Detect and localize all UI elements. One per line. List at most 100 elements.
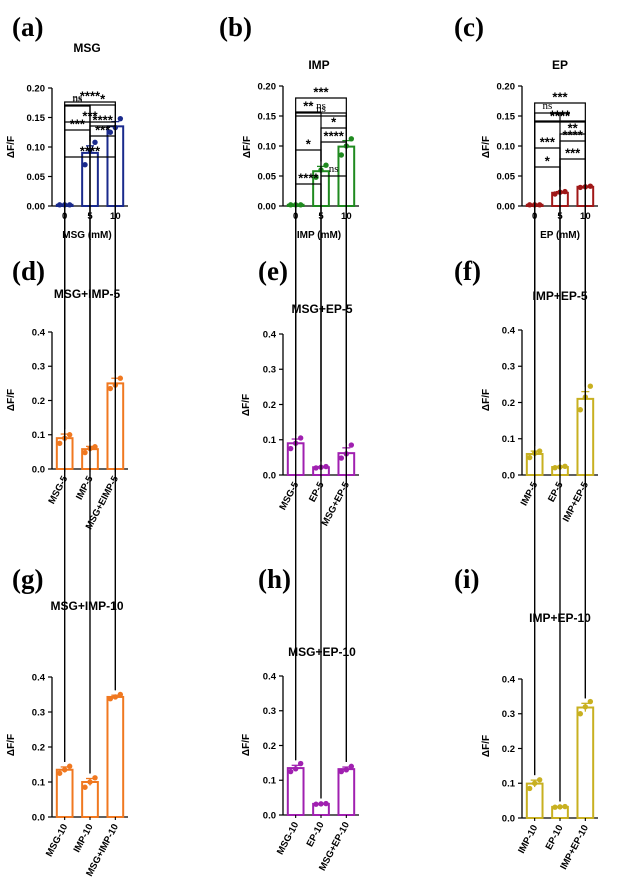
data-point xyxy=(107,385,114,392)
panel-d: (d) MSG+IMP-5 0.0 0.1 0.2 0.3 0.4 ΔF/F MSG-5 IMP-… xyxy=(6,93,128,531)
y-tick-label: 0.0 xyxy=(502,470,515,481)
y-tick-label: 0.20 xyxy=(258,81,277,92)
y-axis-title: ΔF/F xyxy=(241,394,252,416)
data-point xyxy=(587,183,594,189)
x-tick-label: MSG-5 xyxy=(46,474,70,506)
data-point xyxy=(313,174,319,180)
data-point xyxy=(552,465,558,471)
significance-label: ** xyxy=(568,121,579,136)
bar-MSG-10 xyxy=(55,768,74,818)
panel-title: MSG xyxy=(73,41,100,55)
data-point xyxy=(107,129,114,135)
data-point xyxy=(287,768,294,775)
y-tick-label: 0.2 xyxy=(502,398,515,409)
data-point xyxy=(82,449,88,456)
y-tick-label: 0.05 xyxy=(27,172,46,183)
x-tick-label: IMP-5 xyxy=(74,474,96,502)
data-point xyxy=(112,694,119,700)
data-point xyxy=(562,803,568,810)
y-axis-title: ΔF/F xyxy=(242,136,253,158)
significance-bracket xyxy=(295,111,322,200)
significance-label: **** xyxy=(550,108,571,123)
y-tick-label: 0.0 xyxy=(32,464,45,475)
y-tick-label: 0.0 xyxy=(263,810,276,821)
y-tick-label: 0.4 xyxy=(263,671,277,682)
significance-bracket xyxy=(534,166,561,802)
panel-title: MSG+EP-5 xyxy=(291,302,352,316)
data-point xyxy=(348,136,355,142)
y-tick-label: 0.3 xyxy=(32,707,45,718)
y-tick-label: 0.0 xyxy=(502,813,515,824)
data-point xyxy=(313,465,319,471)
x-tick-label: IMP-10 xyxy=(72,822,96,854)
y-tick-label: 0.4 xyxy=(263,329,277,340)
y-tick-label: 0.2 xyxy=(263,400,276,411)
y-tick-label: 0.10 xyxy=(258,141,277,152)
y-tick-label: 0.2 xyxy=(263,741,276,752)
data-point xyxy=(531,780,538,786)
y-tick-label: 0.10 xyxy=(27,142,46,153)
data-point xyxy=(582,704,589,710)
data-point xyxy=(552,191,558,197)
panel-label: (i) xyxy=(454,564,479,594)
significance-label: **** xyxy=(298,171,319,186)
y-axis-title: ΔF/F xyxy=(481,735,492,757)
data-point xyxy=(577,184,584,191)
y-tick-label: 0.20 xyxy=(27,83,46,94)
x-axis-title: IMP (mM) xyxy=(297,230,341,241)
data-point xyxy=(82,784,88,790)
data-point xyxy=(61,767,68,773)
y-tick-label: 0.2 xyxy=(32,742,45,753)
data-point xyxy=(297,202,304,208)
significance-label: ns xyxy=(542,100,552,112)
y-tick-label: 0.1 xyxy=(32,430,46,441)
panel-title: MSG+IMP-5 xyxy=(54,287,121,301)
significance-bracket xyxy=(559,158,586,462)
x-tick-label: IMP-10 xyxy=(516,823,540,855)
data-point xyxy=(552,804,558,810)
significance-label: * xyxy=(545,154,551,169)
x-tick-label: IMP+EP-5 xyxy=(561,480,591,524)
y-tick-label: 0.00 xyxy=(27,201,46,212)
data-point xyxy=(318,801,324,807)
y-tick-label: 0.0 xyxy=(32,812,45,823)
y-tick-label: 0.00 xyxy=(258,201,277,212)
data-point xyxy=(297,435,304,441)
data-point xyxy=(348,763,355,770)
data-point xyxy=(562,463,568,469)
significance-bracket xyxy=(89,125,116,774)
data-point xyxy=(587,698,594,705)
y-tick-label: 0.00 xyxy=(497,201,516,212)
data-point xyxy=(92,775,98,781)
data-point xyxy=(287,445,294,452)
panel-title: IMP xyxy=(308,58,329,72)
y-tick-label: 0.3 xyxy=(502,709,515,720)
data-point xyxy=(338,152,345,158)
x-tick-label: EP-10 xyxy=(544,823,566,851)
data-point xyxy=(323,463,329,470)
x-tick-label: MSG-5 xyxy=(277,480,301,512)
panel-label: (d) xyxy=(12,256,45,286)
y-tick-label: 0.15 xyxy=(27,113,46,124)
data-point xyxy=(66,432,73,438)
data-point xyxy=(343,767,350,773)
y-tick-label: 0.05 xyxy=(497,171,516,182)
panel-title: MSG+EP-10 xyxy=(288,645,356,659)
x-axis-title: MSG (mM) xyxy=(62,230,111,241)
data-point xyxy=(92,139,98,145)
data-point xyxy=(526,454,533,461)
y-tick-label: 0.10 xyxy=(497,141,516,152)
x-tick-label: IMP-5 xyxy=(519,480,541,508)
y-axis-title: ΔF/F xyxy=(6,389,17,411)
y-tick-label: 0.1 xyxy=(263,776,277,787)
y-tick-label: 0.2 xyxy=(502,744,515,755)
significance-label: * xyxy=(306,137,312,152)
significance-label: * xyxy=(100,92,106,107)
data-point xyxy=(338,768,345,775)
bar-MSG+IMP-10 xyxy=(106,695,125,819)
significance-label: **** xyxy=(324,129,345,144)
